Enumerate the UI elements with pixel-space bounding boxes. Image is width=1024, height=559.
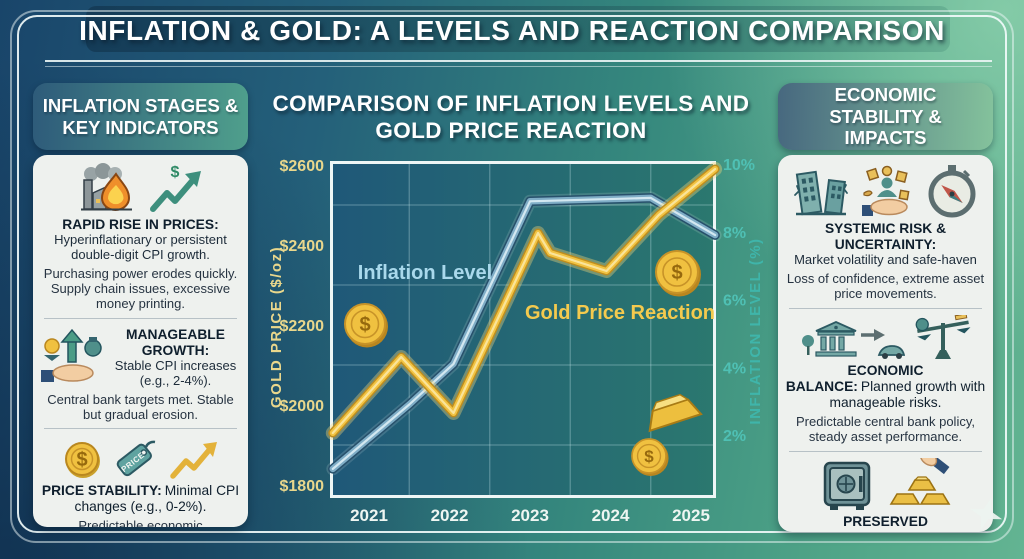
- right-axis-tick: 4%: [723, 360, 746, 377]
- gold-coin-decoration: $: [655, 250, 701, 297]
- section-row: MANAGEABLE GROWTH: Stable CPI increases …: [40, 325, 241, 389]
- left-panel-card: $ RAPID RISE IN PRICES: Hyperinflationar…: [33, 155, 248, 527]
- left-axis-tick: $2600: [280, 158, 325, 175]
- left-panel-header: INFLATION STAGES & KEY INDICATORS: [33, 83, 248, 150]
- icon-row: [785, 314, 986, 361]
- right-panel: ECONOMIC STABILITY & IMPACTS: [778, 83, 993, 532]
- gold-coin-icon: $: [64, 442, 100, 479]
- section-heading: ECONOMIC BALANCE: Planned growth with man…: [785, 363, 986, 411]
- section-heading: SYSTEMIC RISK & UNCERTAINTY:: [824, 221, 947, 252]
- price-tag-icon: PRICE: [116, 441, 155, 477]
- left-panel: INFLATION STAGES & KEY INDICATORS $: [33, 83, 248, 527]
- section-heading-tail: Planned growth with manageable risks.: [829, 378, 986, 410]
- gold-arrow-icon: [169, 442, 217, 480]
- section-heading-bold: PRESERVED WEALTH:: [798, 513, 928, 532]
- gold-coin-decoration: $: [344, 303, 388, 348]
- section-body: Hyperinflationary or persistent double-d…: [54, 232, 227, 262]
- x-axis-tick: 2023: [511, 506, 549, 525]
- dollar-glyph: $: [359, 314, 370, 336]
- section-divider: [789, 450, 982, 452]
- left-axis-tick: $2400: [280, 238, 325, 255]
- juggling-hand-icon: [861, 165, 910, 216]
- page-title: INFLATION & GOLD: A LEVELS AND REACTION …: [79, 15, 945, 46]
- title-underline: [45, 60, 992, 67]
- section-heading-tail: Reduced need for hedge assets in a stabl…: [811, 530, 973, 532]
- right-axis-title: INFLATION LEVEL (%): [747, 237, 764, 424]
- icon-row: $ PRICE: [40, 435, 241, 481]
- gold-series-label: Gold Price Reaction: [525, 302, 715, 324]
- crisis-buildings-icon: [793, 170, 848, 216]
- section-note: Loss of confidence, extreme asset price …: [786, 270, 985, 301]
- hand-gold-bars-icon: [889, 457, 950, 505]
- series-inflation-level: [326, 191, 722, 476]
- section-body: Stable CPI increases (e.g., 2-4%).: [114, 357, 237, 388]
- section-heading: MANAGEABLE GROWTH:: [126, 326, 225, 358]
- sparkle-decoration: [969, 497, 1003, 531]
- section-divider: [44, 428, 237, 430]
- x-axis-ticks: 2021 2022 2023 2024 2025: [350, 506, 710, 525]
- gold-bar-decoration: [648, 393, 703, 433]
- line-chart: GOLD PRICE ($/oz) INFLATION LEVEL (%) $2…: [268, 157, 764, 525]
- chart-title: COMPARISON OF INFLATION LEVELS AND GOLD …: [272, 91, 750, 144]
- vault-icon: [823, 461, 870, 510]
- right-panel-header: ECONOMIC STABILITY & IMPACTS: [778, 83, 993, 150]
- x-axis-tick: 2022: [431, 506, 469, 525]
- factory-fire-icon: [80, 163, 132, 211]
- dollar-glyph: $: [671, 262, 682, 284]
- balance-scale-icon: [915, 314, 970, 359]
- right-axis-tick: 2%: [723, 428, 746, 445]
- section-note: Predictable economic environment. Preser…: [78, 518, 203, 527]
- dollar-glyph: $: [76, 449, 87, 471]
- section-divider: [789, 307, 982, 309]
- icon-row: [785, 457, 986, 512]
- title-backdrop: [86, 6, 950, 52]
- right-axis-tick: 8%: [723, 225, 746, 242]
- gold-coin-decoration: $: [631, 438, 669, 476]
- left-axis-tick: $2000: [280, 398, 325, 415]
- section-subline: Market volatility and safe-haven: [794, 252, 977, 267]
- right-panel-card: SYSTEMIC RISK & UNCERTAINTY: Market vola…: [778, 155, 993, 532]
- right-axis-tick: 6%: [723, 293, 746, 310]
- x-axis-tick: 2025: [672, 506, 710, 525]
- left-axis-tick: $1800: [280, 478, 325, 495]
- x-axis-tick: 2024: [592, 506, 630, 525]
- hand-balance-icon: [41, 328, 102, 382]
- section-note: Predictable central bank policy, steady …: [796, 413, 975, 444]
- section-heading-bold: PRICE STABILITY:: [41, 483, 162, 499]
- outer-frame: [10, 10, 1014, 543]
- series-gold-price-reaction: [325, 162, 723, 440]
- right-axis-ticks: 10% 8% 6% 4% 2%: [723, 157, 755, 445]
- bank-growth-icon: [801, 320, 905, 359]
- dollar-glyph: $: [170, 164, 179, 181]
- right-axis-tick: 10%: [723, 157, 755, 174]
- left-axis-tick: $2200: [280, 318, 325, 335]
- section-heading: PRICE STABILITY: Minimal CPI changes (e.g…: [40, 483, 241, 515]
- icon-row: [785, 163, 986, 219]
- compass-icon: [928, 165, 975, 218]
- section-heading-tail: Minimal CPI changes (e.g., 0-2%).: [74, 483, 240, 515]
- inflation-series-label: Inflation Level: [358, 262, 492, 284]
- icon-row: $: [40, 163, 241, 215]
- left-axis-title: GOLD PRICE ($/oz): [268, 246, 285, 408]
- section-heading-bold: ECONOMIC BALANCE:: [785, 362, 924, 394]
- section-heading: RAPID RISE IN PRICES:: [62, 217, 219, 232]
- section-note: Central bank targets met. Stable but gra…: [47, 391, 234, 422]
- section-heading: PRESERVED WEALTH:Reduced need for hedge …: [785, 514, 986, 532]
- section-divider: [44, 317, 237, 319]
- inner-frame: [17, 15, 1007, 533]
- dollar-glyph: $: [644, 447, 654, 466]
- left-axis-ticks: $2600 $2400 $2200 $2000 $1800: [280, 158, 325, 495]
- dollar-growth-arrow-icon: $: [149, 164, 201, 212]
- x-axis-tick: 2021: [350, 506, 388, 525]
- section-note: Purchasing power erodes quickly. Supply …: [43, 265, 238, 311]
